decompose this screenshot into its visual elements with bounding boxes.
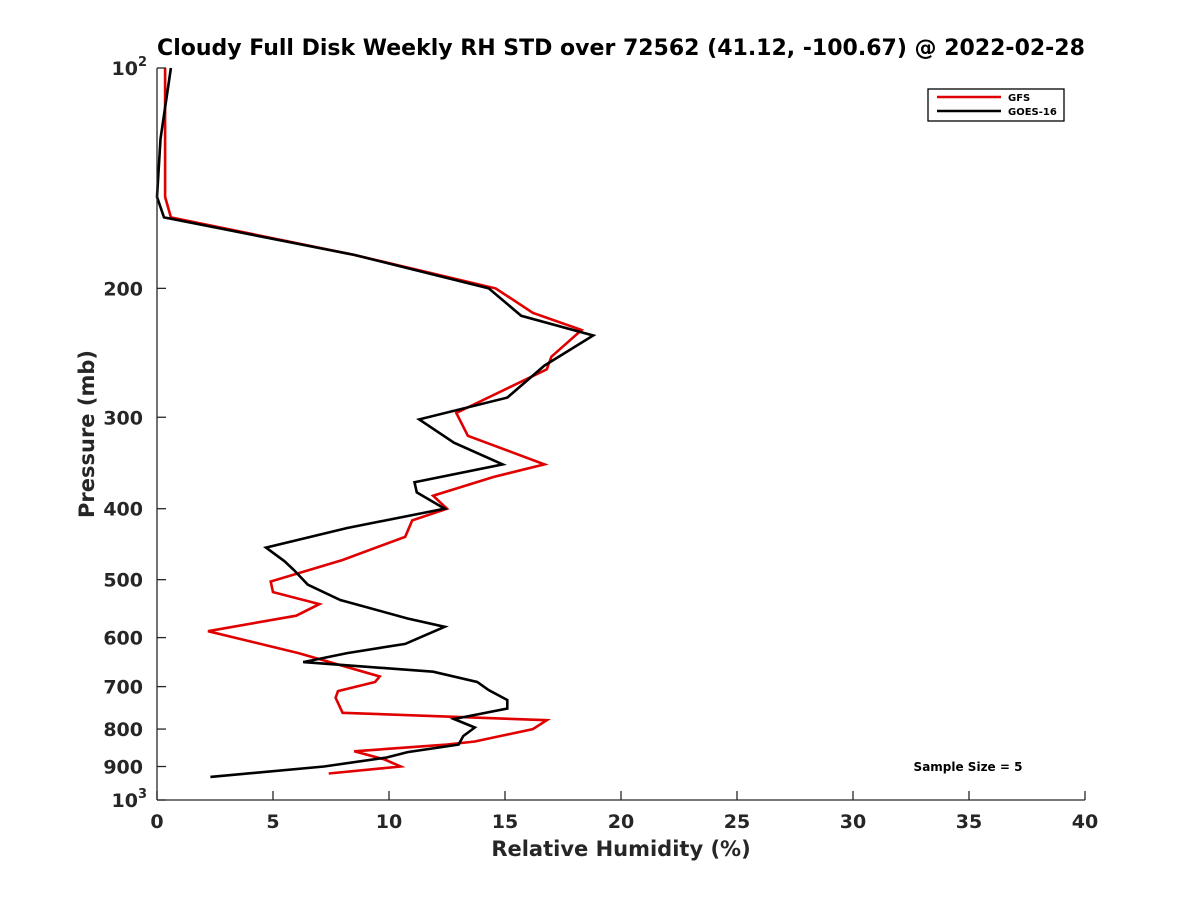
y-tick-label: 600 bbox=[103, 628, 143, 650]
series-layer bbox=[155, 67, 597, 779]
y-tick-label: 200 bbox=[103, 278, 143, 300]
sample-size-annotation: Sample Size = 5 bbox=[914, 760, 1023, 774]
y-tick-label: 800 bbox=[103, 719, 143, 741]
y-axis-ticks: 102 200 300 400 500 600 700 800 900 103 bbox=[103, 55, 166, 812]
legend-label-goes16: GOES-16 bbox=[1008, 107, 1057, 118]
x-tick-label: 0 bbox=[150, 811, 163, 833]
x-tick-label: 30 bbox=[840, 811, 866, 833]
y-tick-label: 500 bbox=[103, 570, 143, 592]
legend-label-gfs: GFS bbox=[1008, 93, 1030, 104]
series-line-gfs bbox=[163, 68, 585, 775]
y-tick-label: 300 bbox=[103, 407, 143, 429]
x-axis-label: Relative Humidity (%) bbox=[491, 837, 750, 861]
x-tick-label: 15 bbox=[492, 811, 518, 833]
x-tick-label: 10 bbox=[376, 811, 402, 833]
y-tick-label: 400 bbox=[103, 499, 143, 521]
legend-box bbox=[927, 88, 1065, 122]
y-tick-label: 700 bbox=[103, 677, 143, 699]
y-tick-label: 900 bbox=[103, 757, 143, 779]
plot-background bbox=[157, 68, 1085, 800]
plot-area: 0 5 10 15 20 25 30 35 40 102 200 300 400 500 600 700 80… bbox=[103, 55, 1098, 833]
legend: GFS GOES-16 bbox=[927, 88, 1065, 122]
y-tick-label: 103 bbox=[112, 787, 148, 812]
x-tick-label: 20 bbox=[608, 811, 634, 833]
x-axis-ticks: 0 5 10 15 20 25 30 35 40 bbox=[150, 791, 1098, 833]
x-tick-label: 40 bbox=[1072, 811, 1098, 833]
y-axis-label: Pressure (mb) bbox=[75, 350, 99, 518]
x-tick-label: 25 bbox=[724, 811, 750, 833]
x-tick-label: 35 bbox=[956, 811, 982, 833]
y-tick-label: 102 bbox=[112, 55, 148, 80]
series-line-goes16 bbox=[155, 67, 597, 779]
chart-title: Cloudy Full Disk Weekly RH STD over 7256… bbox=[157, 36, 1085, 61]
x-tick-label: 5 bbox=[266, 811, 279, 833]
